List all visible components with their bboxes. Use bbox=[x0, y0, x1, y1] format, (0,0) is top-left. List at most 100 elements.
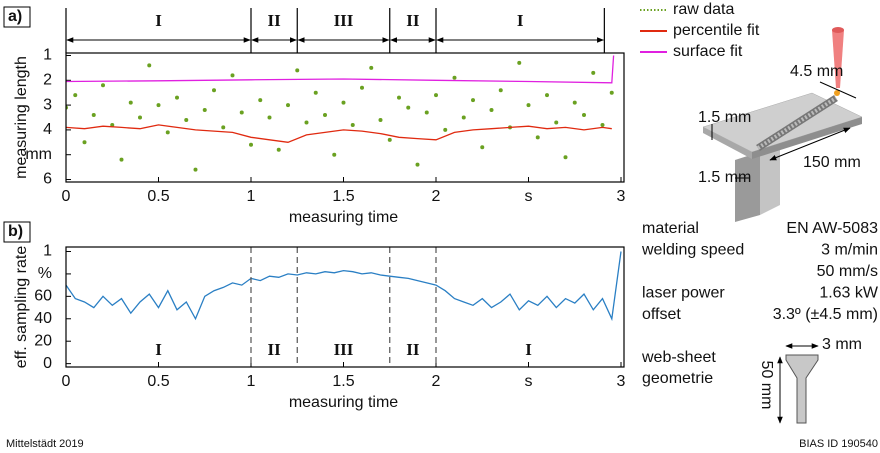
raw-data-point bbox=[350, 122, 355, 127]
raw-data-point bbox=[91, 113, 96, 118]
footer-right: BIAS ID 190540 bbox=[799, 438, 878, 450]
raw-data-point bbox=[138, 115, 142, 120]
x-axis-label: measuring time bbox=[289, 394, 398, 411]
zone-label: I bbox=[517, 11, 524, 30]
x-tick-label: 3 bbox=[617, 188, 626, 205]
raw-data-point bbox=[563, 155, 568, 160]
x-tick-label: 1.5 bbox=[332, 373, 354, 390]
raw-data-point bbox=[406, 105, 411, 110]
x-tick-label: 0 bbox=[62, 188, 71, 205]
raw-data-point bbox=[424, 110, 429, 115]
dimension-label: 1.5 mm bbox=[698, 109, 751, 126]
raw-data-point bbox=[572, 100, 577, 105]
parameter-value: 1.63 kW bbox=[819, 285, 879, 302]
raw-data-point bbox=[165, 130, 170, 135]
raw-data-point bbox=[526, 103, 531, 108]
plot-area bbox=[66, 251, 622, 322]
legend-label: surface fit bbox=[673, 43, 743, 60]
zone-label: II bbox=[406, 340, 420, 359]
panel-label-box bbox=[3, 6, 31, 28]
raw-data-point bbox=[230, 73, 235, 78]
raw-data-point bbox=[147, 63, 152, 68]
y-tick-label: 2 bbox=[43, 72, 52, 89]
y-axis-label: eff. sampling rate bbox=[13, 246, 30, 369]
raw-data-point bbox=[110, 122, 115, 127]
raw-data-point bbox=[489, 108, 494, 113]
geometry-title: web-sheet bbox=[641, 349, 716, 366]
raw-data-point bbox=[175, 95, 179, 100]
x-tick-label: 3 bbox=[617, 373, 626, 390]
parameter-value: 3.3º (±4.5 mm) bbox=[773, 306, 878, 323]
panel-label-box bbox=[3, 221, 31, 243]
raw-data-point bbox=[202, 108, 207, 113]
parameter-value: 3 m/min bbox=[821, 242, 878, 259]
raw-data-point bbox=[267, 115, 272, 120]
parameter-label: material bbox=[642, 220, 699, 237]
raw-data-point bbox=[471, 98, 475, 103]
raw-data-point bbox=[582, 113, 586, 118]
parameter-label: offset bbox=[642, 306, 681, 323]
y-tick-label: 4 bbox=[43, 121, 52, 138]
raw-data-point bbox=[360, 85, 364, 90]
welding-diagram bbox=[702, 27, 863, 222]
plot-area bbox=[66, 55, 615, 172]
raw-data-point bbox=[609, 90, 614, 95]
y-axis-label: measuring length bbox=[13, 56, 30, 179]
web-sheet-shape bbox=[777, 343, 819, 424]
raw-data-point bbox=[332, 152, 337, 157]
raw-data-point bbox=[369, 65, 374, 70]
y-tick-label: 1 bbox=[43, 47, 52, 64]
raw-data-point bbox=[156, 103, 161, 108]
raw-data-point bbox=[128, 100, 133, 105]
y-tick-label: 60 bbox=[34, 288, 52, 305]
parameter-label: welding speed bbox=[641, 242, 744, 259]
parameter-value: EN AW-5083 bbox=[786, 220, 878, 237]
y-tick-label: 3 bbox=[43, 96, 52, 113]
raw-data-point bbox=[341, 100, 346, 105]
data-line bbox=[66, 124, 612, 143]
raw-data-point bbox=[212, 88, 216, 93]
raw-data-point bbox=[535, 135, 540, 140]
raw-data-point bbox=[286, 103, 290, 108]
x-tick-label: s bbox=[525, 188, 533, 205]
data-line bbox=[66, 55, 615, 84]
x-tick-label: s bbox=[525, 373, 533, 390]
x-tick-label: 0.5 bbox=[147, 373, 169, 390]
panel-label: b) bbox=[8, 223, 23, 240]
raw-data-point bbox=[119, 157, 124, 162]
raw-data-point bbox=[397, 95, 401, 100]
dimension-label: 4.5 mm bbox=[790, 63, 843, 80]
x-tick-label: 2 bbox=[432, 188, 441, 205]
y-tick-label: 40 bbox=[34, 310, 52, 327]
y-tick-label: 20 bbox=[34, 332, 52, 349]
raw-data-point bbox=[591, 70, 596, 75]
raw-data-point bbox=[517, 60, 522, 65]
raw-data-point bbox=[443, 127, 448, 132]
raw-data-point bbox=[415, 162, 420, 167]
y-tick-label: 1 bbox=[43, 243, 52, 260]
raw-data-point bbox=[221, 125, 226, 130]
raw-data-point bbox=[276, 147, 281, 152]
raw-data-point bbox=[545, 93, 549, 98]
dimension-label: 1.5 mm bbox=[698, 169, 751, 186]
y-tick-label: 6 bbox=[43, 171, 52, 188]
plot-frame bbox=[65, 52, 625, 183]
raw-data-point bbox=[480, 145, 485, 150]
raw-data-point bbox=[387, 137, 392, 142]
zone-label: III bbox=[334, 11, 354, 30]
raw-data-point bbox=[554, 120, 559, 125]
x-tick-label: 1.5 bbox=[332, 188, 354, 205]
raw-data-point bbox=[258, 98, 263, 103]
plot-frame bbox=[65, 246, 625, 368]
zone-label: I bbox=[155, 11, 162, 30]
raw-data-point bbox=[101, 83, 105, 88]
x-tick-label: 0.5 bbox=[147, 188, 169, 205]
raw-data-point bbox=[313, 90, 318, 95]
x-tick-label: 0 bbox=[62, 373, 71, 390]
geometry-height: 50 mm bbox=[758, 361, 775, 410]
x-tick-label: 1 bbox=[247, 188, 256, 205]
raw-data-point bbox=[434, 93, 438, 98]
dimension-label: 150 mm bbox=[803, 154, 861, 171]
zone-label: I bbox=[155, 340, 162, 359]
